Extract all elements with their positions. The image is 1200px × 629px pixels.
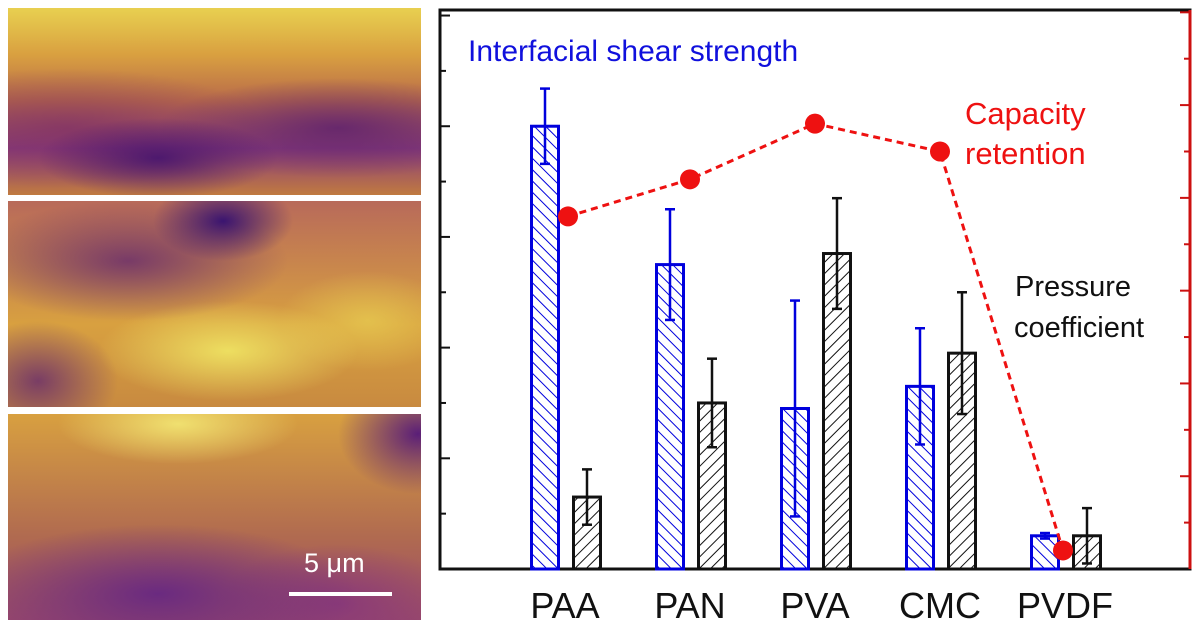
x-tick-label: PVDF [1017, 585, 1113, 626]
capacity-retention-point-pan [680, 169, 700, 190]
capacity-retention-label-2: retention [965, 136, 1086, 171]
pressure-coefficient-label-2: coefficient [1014, 312, 1144, 344]
x-tick-label: PAA [530, 585, 599, 626]
x-tick-label: PAN [654, 585, 725, 626]
x-tick-label: PVA [780, 585, 849, 626]
capacity-retention-line [567, 122, 1065, 551]
x-tick-label: CMC [899, 585, 981, 626]
bar-paa-ifss [530, 124, 560, 571]
capacity-retention-point-pvdf [1053, 540, 1073, 561]
scale-bar-label: 5 μm [304, 548, 365, 578]
afm-image-top [8, 8, 421, 195]
scale-bar [289, 592, 392, 596]
capacity-retention-point-pva [805, 113, 825, 134]
ifss-label: Interfacial shear strength [468, 35, 798, 68]
capacity-retention-label-1: Capacity [965, 96, 1086, 131]
afm-image-middle [8, 201, 421, 407]
capacity-retention-point-paa [558, 206, 578, 227]
pressure-coefficient-label-1: Pressure [1015, 271, 1131, 303]
afm-image-bottom [8, 414, 421, 620]
capacity-retention-point-cmc [930, 141, 950, 162]
